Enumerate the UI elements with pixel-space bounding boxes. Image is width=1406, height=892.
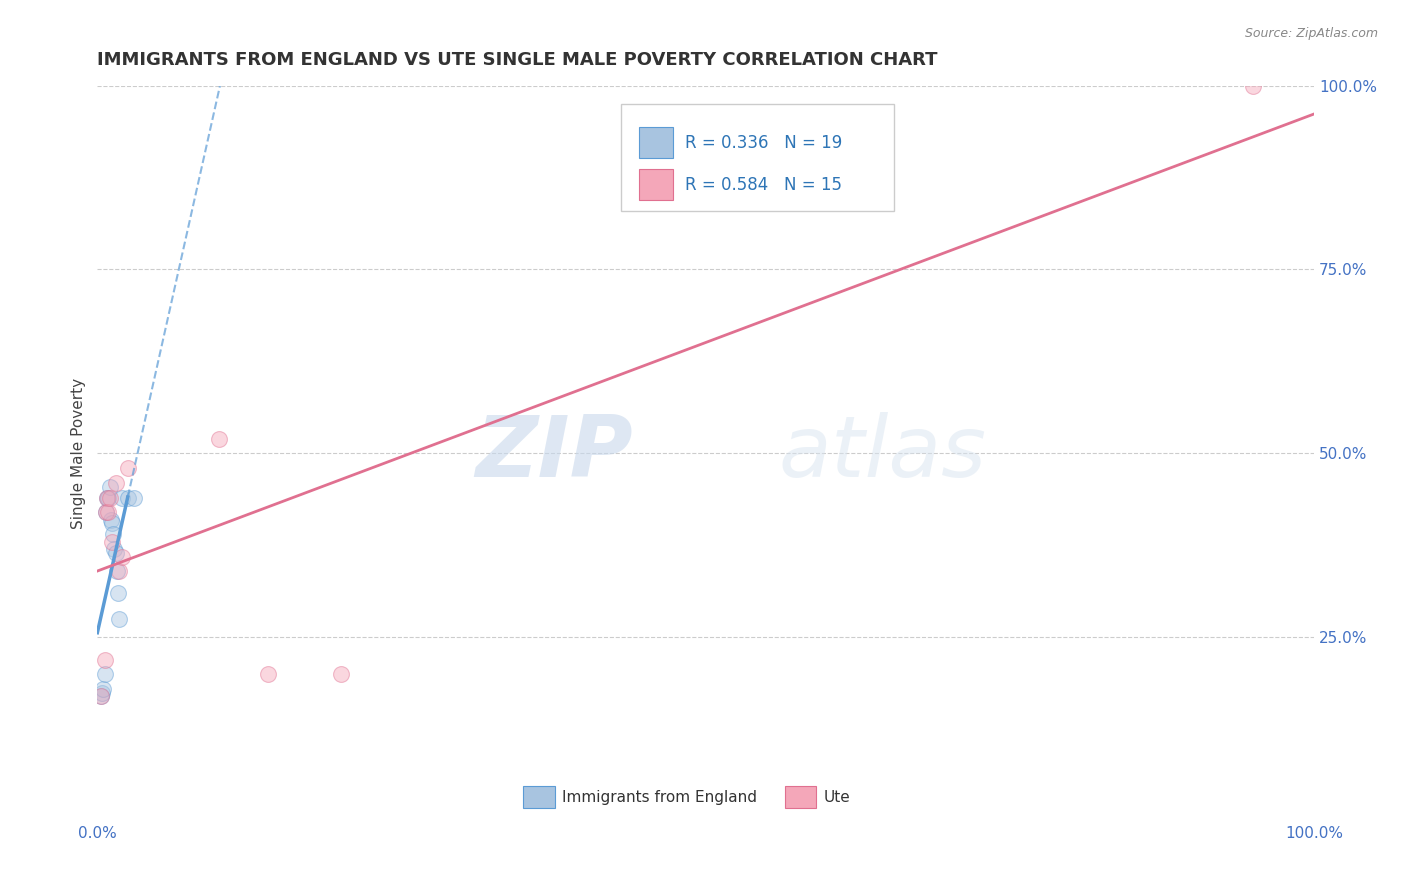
Text: ZIP: ZIP <box>475 412 633 495</box>
Point <box>111 491 134 505</box>
Point <box>108 564 131 578</box>
FancyBboxPatch shape <box>638 128 673 159</box>
Text: IMMIGRANTS FROM ENGLAND VS UTE SINGLE MALE POVERTY CORRELATION CHART: IMMIGRANTS FROM ENGLAND VS UTE SINGLE MA… <box>97 51 938 69</box>
FancyBboxPatch shape <box>638 169 673 201</box>
Point <box>107 586 129 600</box>
Point <box>101 516 124 531</box>
Text: Source: ZipAtlas.com: Source: ZipAtlas.com <box>1244 27 1378 40</box>
Point <box>90 690 112 704</box>
Point <box>108 612 131 626</box>
Point <box>103 542 125 557</box>
Text: atlas: atlas <box>779 412 987 495</box>
Point <box>96 491 118 505</box>
Point <box>101 534 124 549</box>
Point <box>208 432 231 446</box>
Point <box>117 491 139 505</box>
Text: Ute: Ute <box>824 789 851 805</box>
Point <box>104 546 127 560</box>
Point <box>104 475 127 490</box>
Point <box>117 461 139 475</box>
Point <box>94 505 117 519</box>
Text: R = 0.336   N = 19: R = 0.336 N = 19 <box>685 134 842 152</box>
Point <box>122 491 145 505</box>
Point <box>91 686 114 700</box>
Point <box>1241 78 1264 93</box>
Point <box>101 527 124 541</box>
Point <box>98 480 121 494</box>
FancyBboxPatch shape <box>523 786 555 808</box>
Point <box>97 505 120 519</box>
Point <box>93 667 115 681</box>
Y-axis label: Single Male Poverty: Single Male Poverty <box>72 378 86 529</box>
Point <box>94 505 117 519</box>
Text: Immigrants from England: Immigrants from England <box>562 789 758 805</box>
Point <box>98 491 121 505</box>
Point <box>100 513 122 527</box>
Text: R = 0.584   N = 15: R = 0.584 N = 15 <box>685 176 842 194</box>
FancyBboxPatch shape <box>620 103 894 211</box>
Point <box>96 491 118 505</box>
Point <box>93 652 115 666</box>
Point <box>105 564 128 578</box>
Point <box>97 491 120 505</box>
FancyBboxPatch shape <box>785 786 817 808</box>
Point <box>329 667 352 681</box>
Point <box>256 667 278 681</box>
Point <box>93 681 115 696</box>
Point <box>90 690 112 704</box>
Point <box>111 549 134 564</box>
